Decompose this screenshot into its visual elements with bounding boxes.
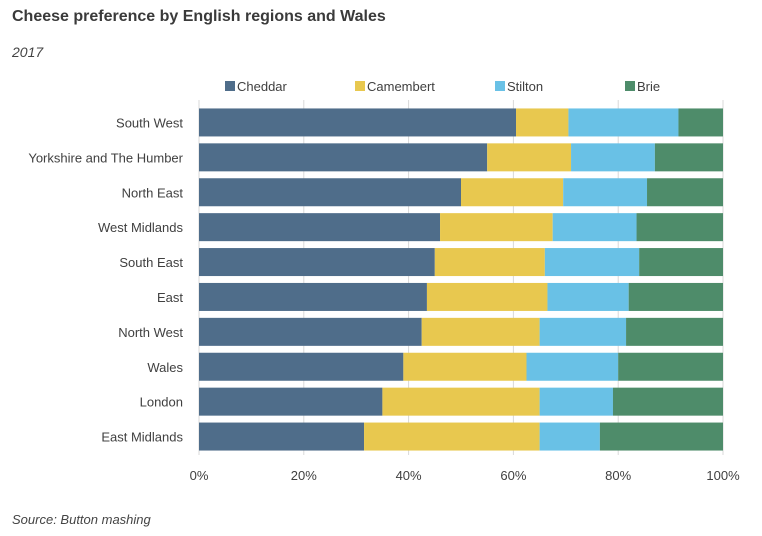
bar-segment-brie [678,108,723,137]
bar-segment-brie [654,143,723,172]
legend: Cheddar Camembert Stilton Brie [225,79,660,94]
bar-segment-cheddar [199,248,435,277]
bar-segment-cheddar [199,387,383,416]
category-label: East [157,290,183,305]
legend-label: Cheddar [237,79,288,94]
bar-segment-brie [636,213,723,242]
bar-segment-brie [618,352,723,381]
category-label: South West [116,115,183,130]
bar-segment-camembert [516,108,569,137]
category-label: West Midlands [98,220,184,235]
bar-segment-stilton [526,352,619,381]
x-tick-label: 60% [500,468,526,483]
category-label: Yorkshire and The Humber [28,150,183,165]
bar-segment-camembert [421,317,540,346]
legend-swatch-camembert [355,81,365,91]
x-tick-labels: 0% 20% 40% 60% 80% 100% [190,468,740,483]
x-tick-label: 20% [291,468,317,483]
bar-segment-cheddar [199,282,427,311]
legend-swatch-stilton [495,81,505,91]
legend-label: Stilton [507,79,543,94]
bar-segment-camembert [403,352,527,381]
bar-segment-cheddar [199,317,422,346]
x-tick-label: 80% [605,468,631,483]
bar-segment-stilton [571,143,655,172]
bar-segment-cheddar [199,143,488,172]
bar-segment-camembert [382,387,540,416]
bar-segment-cheddar [199,178,461,207]
bar-segment-stilton [552,213,637,242]
bar-segment-brie [599,422,723,451]
category-label: North West [118,325,183,340]
x-tick-label: 40% [396,468,422,483]
chart-subtitle: 2017 [12,44,44,60]
category-label: London [140,395,183,410]
bar-segment-stilton [539,317,627,346]
bar-segment-brie [639,248,723,277]
category-label: North East [122,185,184,200]
bar-segment-brie [647,178,723,207]
bar-segment-cheddar [199,422,365,451]
bar-segment-stilton [547,282,629,311]
category-labels: South West Yorkshire and The Humber North … [28,115,183,444]
bar-segment-camembert [434,248,545,277]
source-note: Source: Button mashing [12,512,151,527]
chart-title: Cheese preference by English regions and… [12,8,386,25]
bar-segment-cheddar [199,352,404,381]
bar-segment-brie [626,317,723,346]
legend-label: Brie [637,79,660,94]
legend-label: Camembert [367,79,435,94]
category-label: East Midlands [101,430,183,445]
bar-segment-camembert [461,178,564,207]
legend-swatch-brie [625,81,635,91]
bar-segment-cheddar [199,213,441,242]
bar-segment-camembert [426,282,548,311]
bar-segment-brie [628,282,723,311]
category-label: South East [119,255,183,270]
bar-segment-stilton [544,248,640,277]
bar-segment-brie [612,387,723,416]
bar-segment-camembert [487,143,572,172]
bar-segment-stilton [539,387,613,416]
bar-segment-stilton [568,108,679,137]
bar-segment-cheddar [199,108,517,137]
x-tick-label: 0% [190,468,209,483]
legend-swatch-cheddar [225,81,235,91]
bars [199,108,723,451]
bar-segment-camembert [364,422,540,451]
category-label: Wales [147,360,183,375]
x-tick-label: 100% [706,468,740,483]
bar-segment-stilton [539,422,600,451]
bar-segment-stilton [563,178,648,207]
bar-segment-camembert [440,213,553,242]
